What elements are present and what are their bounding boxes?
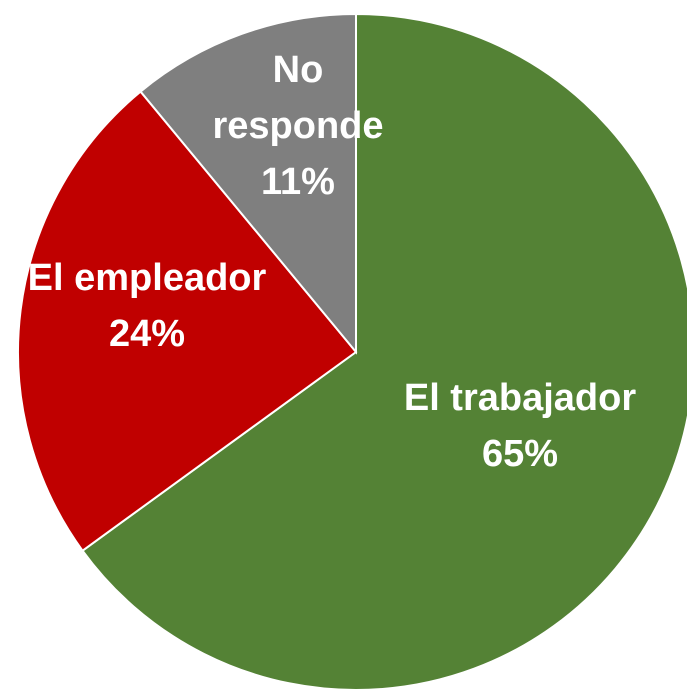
slice-label: El trabajador 65%: [355, 370, 685, 482]
category-label: El empleador: [27, 257, 267, 299]
value-label: 11%: [261, 161, 335, 203]
value-label: 65%: [481, 433, 559, 475]
category-label: No responde: [212, 49, 384, 147]
pie-slice: [81, 12, 687, 691]
slice-label: El empleador 24%: [16, 250, 278, 362]
pie-slice: [17, 90, 358, 553]
value-label: 24%: [108, 313, 186, 355]
pie-slice: [139, 12, 357, 355]
category-label: El trabajador: [403, 377, 637, 419]
slice-label: No responde 11%: [186, 42, 411, 210]
